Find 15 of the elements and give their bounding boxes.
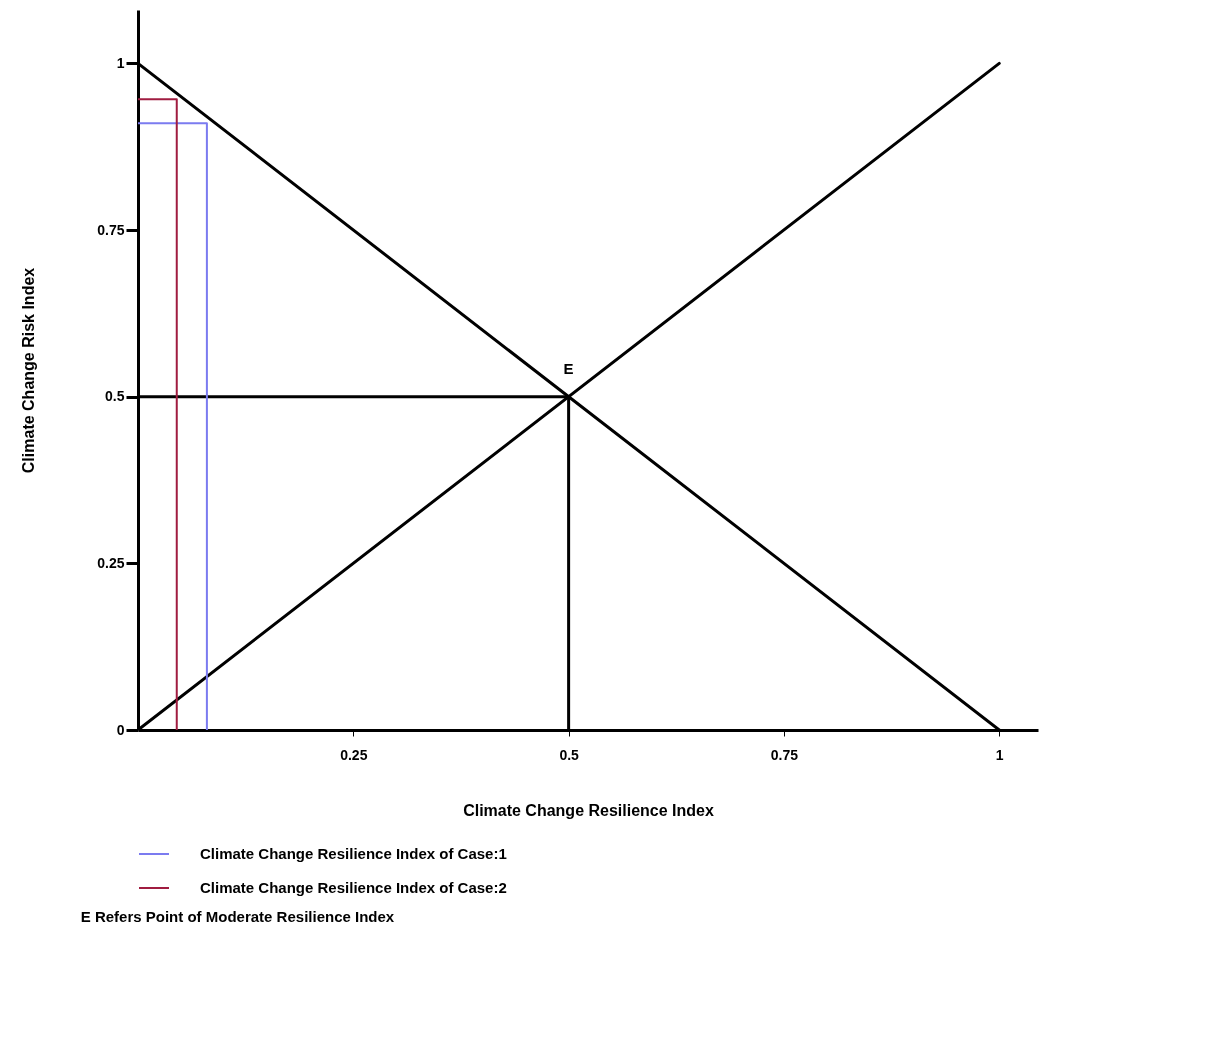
y-axis-title: Climate Change Risk Index (20, 267, 38, 474)
y-tick-label: 0.5 (105, 388, 125, 405)
y-tick-label: 1 (116, 54, 125, 71)
x-tick-label: 0.25 (340, 746, 368, 763)
legend-label: Climate Change Resilience Index of Case:2 (200, 879, 507, 896)
x-tick-label: 0.5 (559, 746, 580, 763)
y-tick-label: 0.25 (97, 554, 125, 571)
x-axis-title: Climate Change Resilience Index (463, 801, 714, 819)
y-tick-label: 0.75 (97, 221, 125, 238)
text: E Refers Point of Moderate Resilience Index (80, 908, 395, 925)
annotation: E (563, 359, 574, 377)
y-tick-label: 0 (116, 721, 125, 738)
legend-label: Climate Change Resilience Index of Case:1 (200, 845, 507, 862)
x-tick-label: 1 (995, 746, 1004, 763)
x-tick-label: 0.75 (770, 746, 799, 763)
